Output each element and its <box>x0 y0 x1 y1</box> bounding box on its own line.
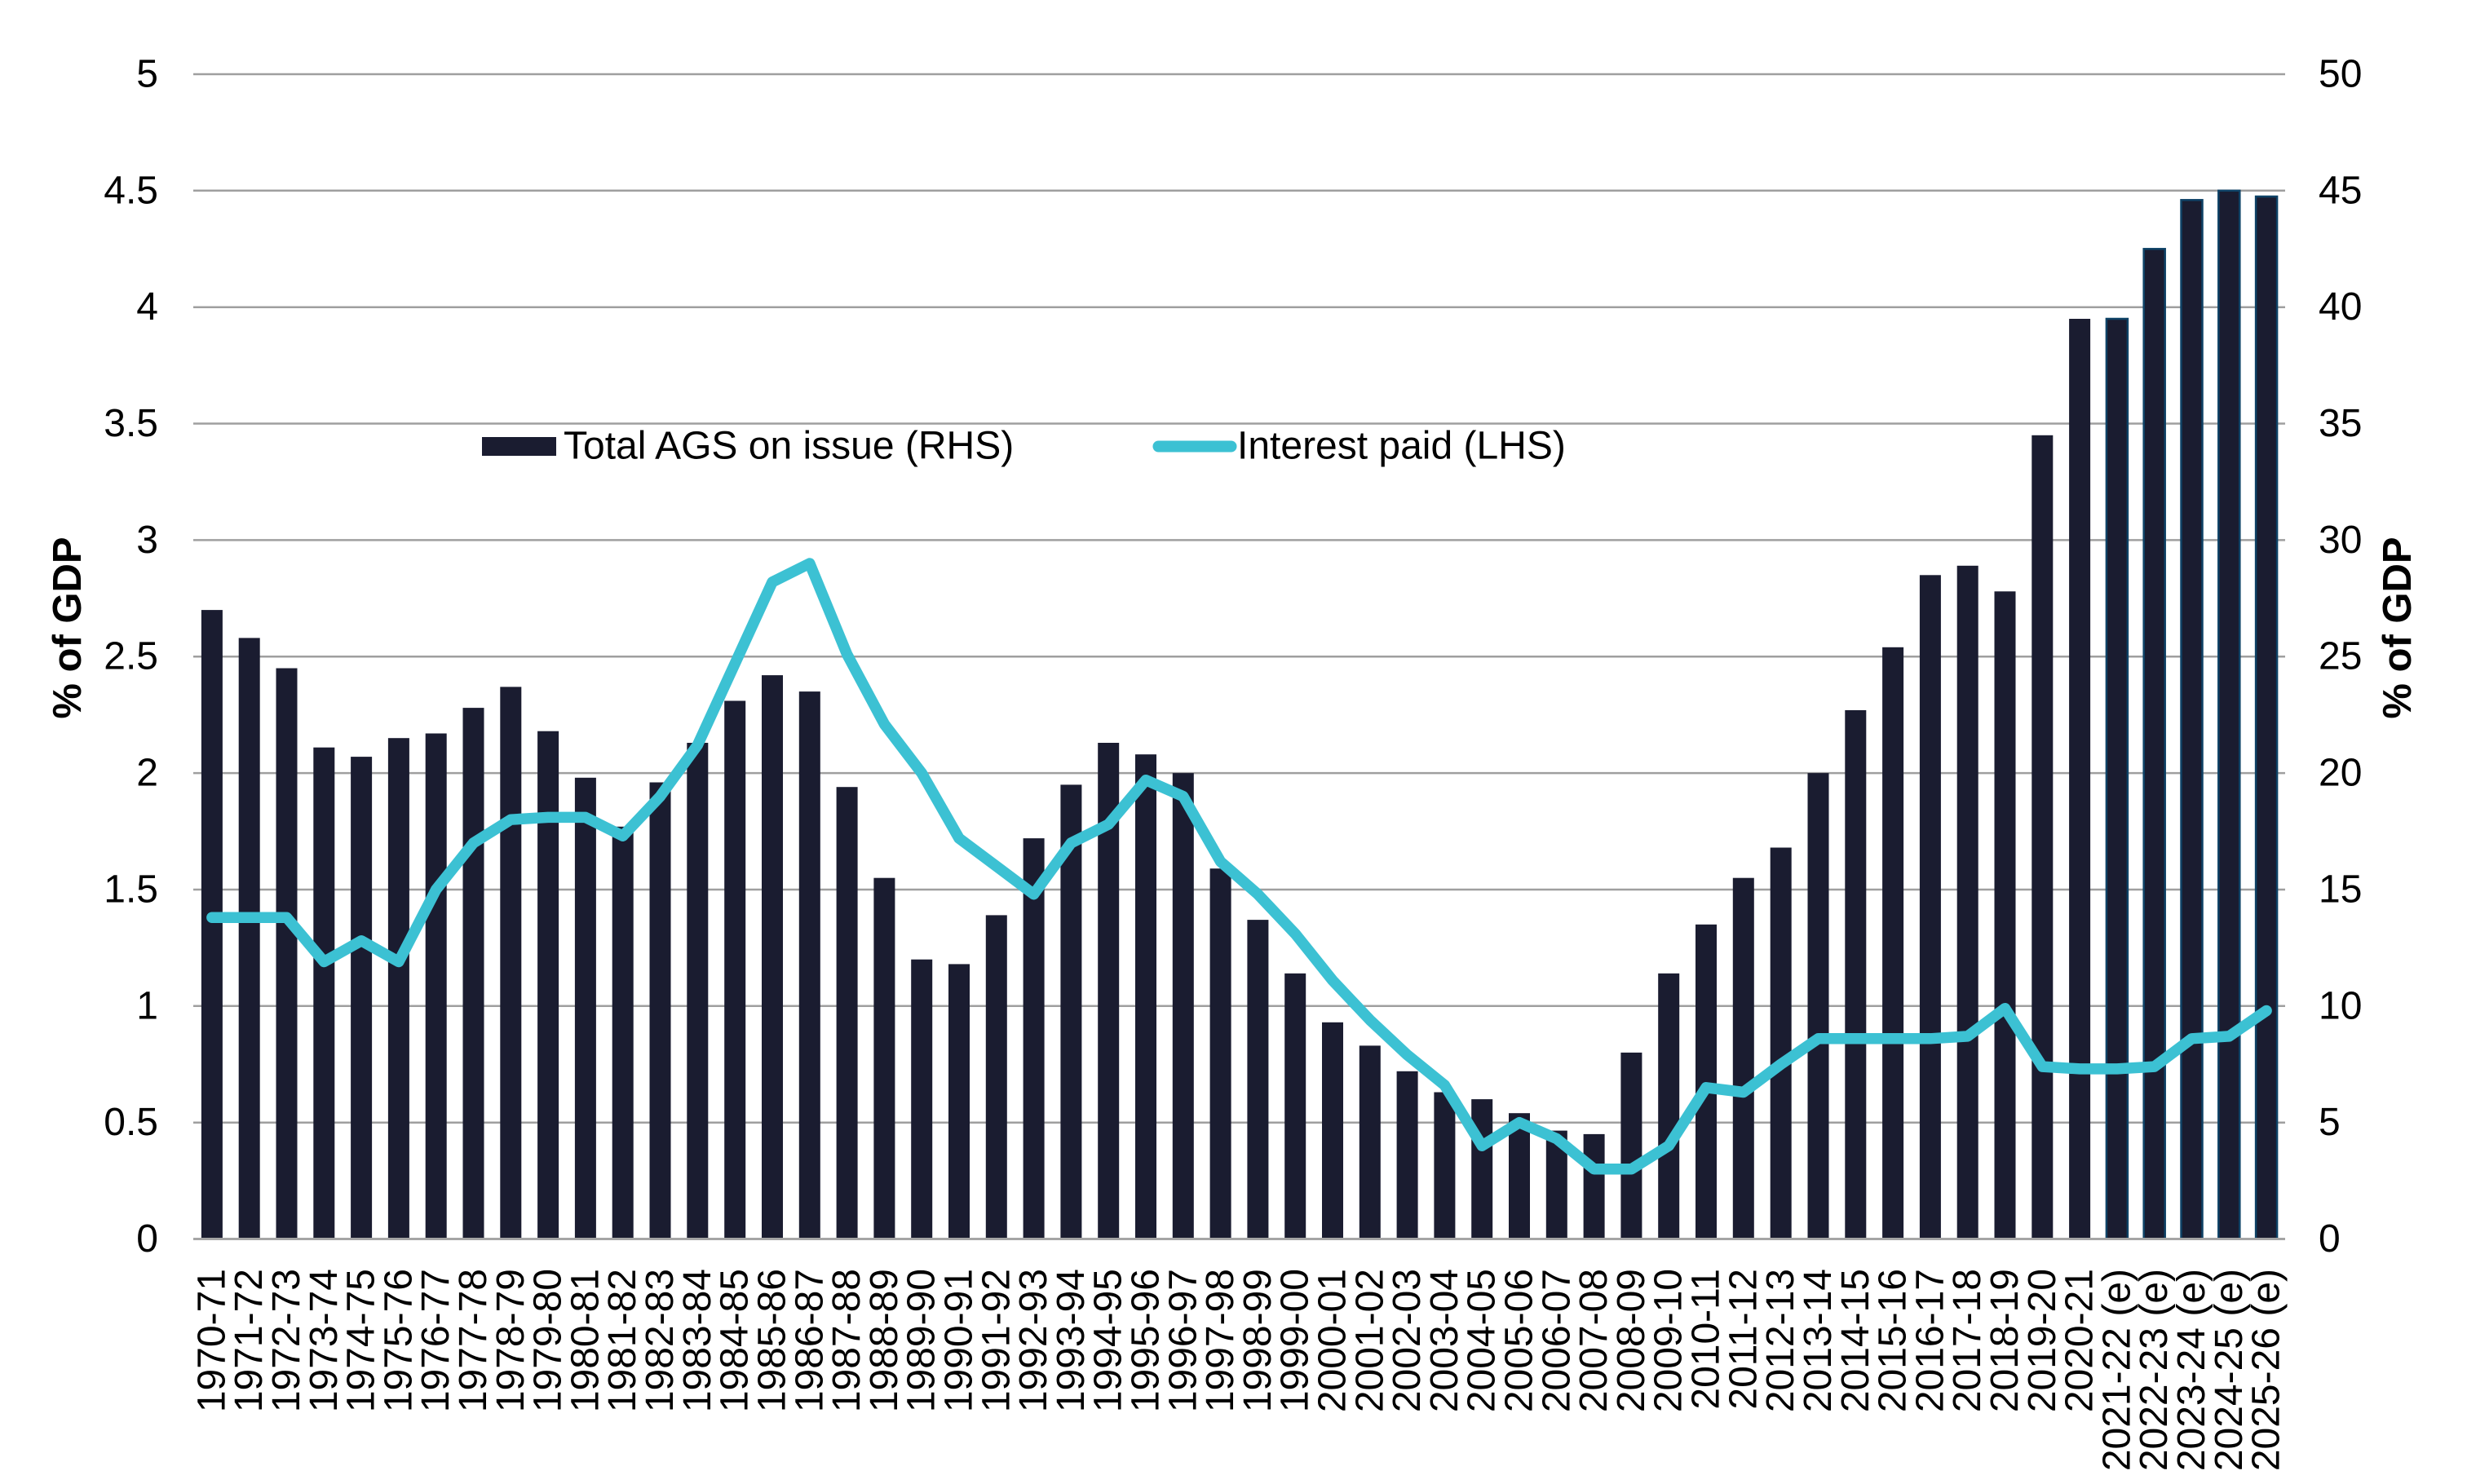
svg-text:4.5: 4.5 <box>104 169 158 212</box>
svg-text:1985-86: 1985-86 <box>751 1269 794 1412</box>
svg-text:2011-12: 2011-12 <box>1722 1269 1765 1410</box>
svg-text:1993-94: 1993-94 <box>1050 1269 1093 1412</box>
svg-text:10: 10 <box>2319 984 2362 1027</box>
svg-text:1984-85: 1984-85 <box>714 1269 757 1412</box>
svg-text:45: 45 <box>2319 169 2362 212</box>
svg-text:1: 1 <box>136 984 158 1027</box>
svg-text:2024-25 (e): 2024-25 (e) <box>2208 1269 2251 1471</box>
svg-text:2008-09: 2008-09 <box>1610 1269 1653 1412</box>
svg-text:1988-89: 1988-89 <box>863 1269 906 1412</box>
svg-text:1978-79: 1978-79 <box>489 1269 533 1412</box>
svg-text:2021-22 (e): 2021-22 (e) <box>2095 1269 2138 1471</box>
svg-text:2005-06: 2005-06 <box>1498 1269 1541 1412</box>
svg-text:1974-75: 1974-75 <box>340 1269 383 1412</box>
svg-text:1998-99: 1998-99 <box>1236 1269 1280 1412</box>
svg-text:1994-95: 1994-95 <box>1087 1269 1130 1412</box>
svg-text:2016-17: 2016-17 <box>1908 1269 1952 1412</box>
svg-text:1997-98: 1997-98 <box>1199 1269 1242 1412</box>
svg-text:2004-05: 2004-05 <box>1461 1269 1504 1412</box>
svg-text:0.5: 0.5 <box>104 1101 158 1144</box>
svg-text:2015-16: 2015-16 <box>1872 1269 1915 1412</box>
svg-text:1992-93: 1992-93 <box>1012 1269 1055 1412</box>
svg-text:1986-87: 1986-87 <box>788 1269 831 1412</box>
svg-text:30: 30 <box>2319 519 2362 562</box>
svg-text:% of GDP: % of GDP <box>2376 537 2420 718</box>
svg-text:2023-24 (e): 2023-24 (e) <box>2170 1269 2213 1471</box>
svg-text:1991-92: 1991-92 <box>975 1269 1018 1412</box>
svg-text:2018-19: 2018-19 <box>1983 1269 2027 1412</box>
svg-text:1977-78: 1977-78 <box>452 1269 495 1412</box>
svg-text:2.5: 2.5 <box>104 635 158 678</box>
svg-text:1982-83: 1982-83 <box>639 1269 682 1412</box>
svg-text:1989-90: 1989-90 <box>900 1269 944 1412</box>
svg-text:1979-80: 1979-80 <box>527 1269 570 1412</box>
svg-text:1999-00: 1999-00 <box>1274 1269 1317 1412</box>
svg-text:1975-76: 1975-76 <box>377 1269 420 1412</box>
svg-text:2014-15: 2014-15 <box>1834 1269 1877 1412</box>
svg-text:2012-13: 2012-13 <box>1759 1269 1802 1412</box>
svg-text:4: 4 <box>136 285 158 329</box>
svg-text:1972-73: 1972-73 <box>265 1269 308 1412</box>
svg-text:1976-77: 1976-77 <box>414 1269 458 1412</box>
svg-text:2013-14: 2013-14 <box>1797 1269 1840 1412</box>
svg-text:3.5: 3.5 <box>104 402 158 445</box>
svg-text:Interest paid (LHS): Interest paid (LHS) <box>1237 425 1566 468</box>
svg-text:50: 50 <box>2319 53 2362 96</box>
svg-text:2019-20: 2019-20 <box>2021 1269 2064 1412</box>
svg-text:2017-18: 2017-18 <box>1946 1269 1989 1412</box>
svg-text:5: 5 <box>136 53 158 96</box>
svg-text:2003-04: 2003-04 <box>1423 1269 1466 1412</box>
svg-text:2007-08: 2007-08 <box>1572 1269 1616 1412</box>
svg-text:2001-02: 2001-02 <box>1348 1269 1391 1412</box>
svg-text:2009-10: 2009-10 <box>1647 1269 1691 1412</box>
svg-text:1980-81: 1980-81 <box>564 1269 607 1412</box>
svg-text:2: 2 <box>136 752 158 795</box>
svg-text:15: 15 <box>2319 868 2362 912</box>
svg-text:3: 3 <box>136 519 158 562</box>
svg-text:2006-07: 2006-07 <box>1535 1269 1578 1412</box>
svg-text:1981-82: 1981-82 <box>601 1269 644 1412</box>
svg-text:1971-72: 1971-72 <box>228 1269 271 1412</box>
svg-text:1996-97: 1996-97 <box>1161 1269 1205 1412</box>
svg-text:2022-23 (e): 2022-23 (e) <box>2133 1269 2176 1471</box>
svg-text:% of GDP: % of GDP <box>46 537 90 718</box>
svg-text:1983-84: 1983-84 <box>676 1269 719 1412</box>
svg-text:1970-71: 1970-71 <box>190 1269 233 1412</box>
svg-text:0: 0 <box>136 1217 158 1261</box>
svg-text:40: 40 <box>2319 285 2362 329</box>
svg-text:2025-26 (e): 2025-26 (e) <box>2245 1269 2288 1471</box>
svg-text:1990-91: 1990-91 <box>938 1269 981 1412</box>
svg-text:1.5: 1.5 <box>104 868 158 912</box>
svg-text:35: 35 <box>2319 402 2362 445</box>
svg-text:20: 20 <box>2319 752 2362 795</box>
svg-text:2002-03: 2002-03 <box>1386 1269 1429 1412</box>
svg-text:25: 25 <box>2319 635 2362 678</box>
svg-text:1973-74: 1973-74 <box>303 1269 346 1412</box>
svg-text:Total AGS on issue (RHS): Total AGS on issue (RHS) <box>564 425 1014 468</box>
svg-text:1995-96: 1995-96 <box>1125 1269 1168 1412</box>
svg-text:0: 0 <box>2319 1217 2341 1261</box>
svg-text:2010-11: 2010-11 <box>1685 1269 1728 1410</box>
svg-text:2020-21: 2020-21 <box>2058 1269 2102 1412</box>
svg-text:2000-01: 2000-01 <box>1311 1269 1355 1412</box>
svg-text:5: 5 <box>2319 1101 2341 1144</box>
svg-text:1987-88: 1987-88 <box>825 1269 869 1412</box>
